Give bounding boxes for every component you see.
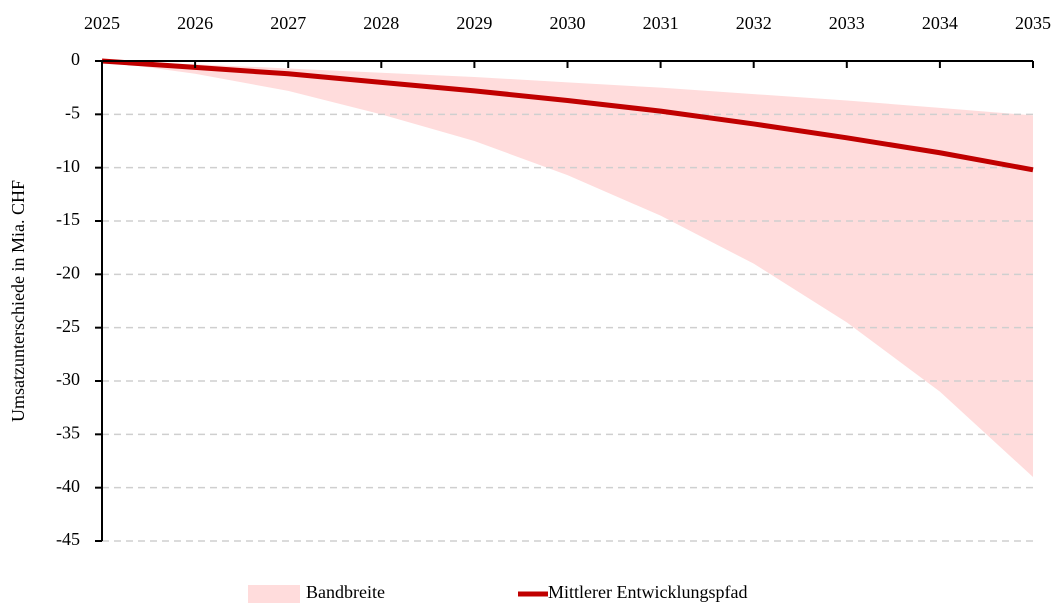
y-tick-label: -5: [65, 102, 80, 122]
x-tick-label: 2025: [84, 13, 120, 33]
band-area: [102, 61, 1033, 477]
x-tick-label: 2034: [922, 13, 958, 33]
x-tick-label: 2033: [829, 13, 865, 33]
line: [101, 58, 1034, 173]
x-tick-label: 2029: [456, 13, 492, 33]
legend-label: Bandbreite: [306, 582, 385, 602]
y-tick-label: -30: [56, 369, 80, 389]
legend-swatch: [248, 585, 300, 603]
y-tick-label: -45: [56, 529, 80, 549]
y-tick-label: -10: [56, 156, 80, 176]
x-tick-label: 2027: [270, 13, 306, 33]
y-tick-label: -35: [56, 422, 80, 442]
x-tick-label: 2026: [177, 13, 213, 33]
x-tick-label: 2032: [736, 13, 772, 33]
y-tick-label: -15: [56, 209, 80, 229]
x-tick-label: 2028: [363, 13, 399, 33]
legend-label: Mittlerer Entwicklungspfad: [548, 582, 747, 602]
x-tick-label: 2030: [550, 13, 586, 33]
y-tick-label: -20: [56, 262, 80, 282]
y-tick-label: -25: [56, 316, 80, 336]
y-tick-label: 0: [71, 49, 80, 69]
y-axis-label: Umsatzunterschiede in Mia. CHF: [8, 180, 28, 422]
x-tick-label: 2031: [643, 13, 679, 33]
y-tick-label: -40: [56, 476, 80, 496]
x-tick-label: 2035: [1015, 13, 1051, 33]
